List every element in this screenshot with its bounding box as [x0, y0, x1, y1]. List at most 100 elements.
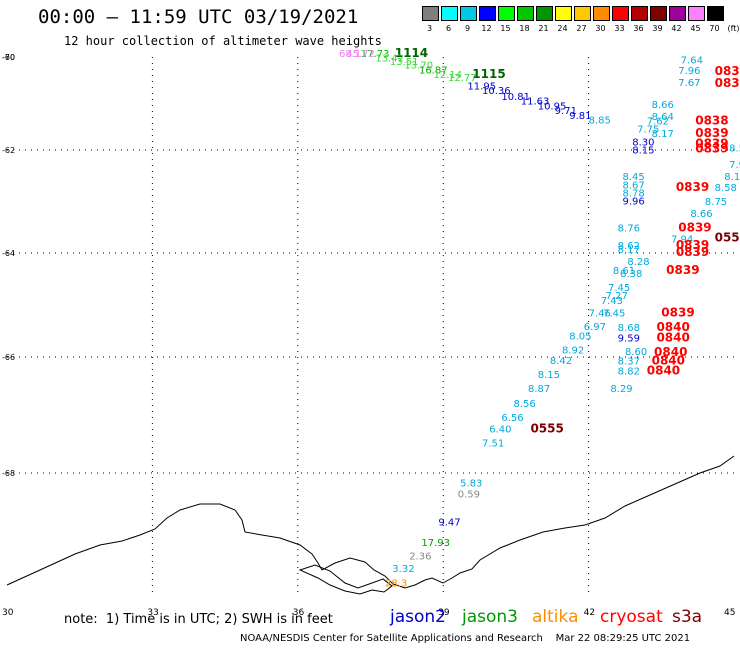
wave-height-label: 0840	[652, 354, 685, 368]
wave-height-label: 11.95	[467, 82, 496, 93]
wave-height-label: 1114	[395, 46, 428, 60]
scale-swatch	[650, 6, 667, 21]
wave-height-label: 8.87	[528, 384, 550, 395]
wave-height-label: 7.75	[637, 124, 659, 135]
lon-tick-label: 42	[584, 608, 595, 618]
wave-height-label: 7.96	[678, 66, 700, 77]
wave-height-label: 7.43	[601, 296, 623, 307]
wave-height-label: 0839	[676, 238, 709, 252]
wave-height-label: 0840	[647, 363, 680, 377]
wave-height-label: 0554	[715, 231, 740, 245]
wave-height-label: 8.58	[715, 183, 737, 194]
scale-label: 36	[633, 24, 644, 33]
wave-height-label: 6.40	[489, 424, 511, 435]
wave-height-label: 45.72	[346, 49, 375, 60]
lat-tick-label: -66	[2, 353, 15, 362]
satellite-legend-altika: altika	[532, 607, 579, 627]
lon-tick-label: 30	[2, 608, 14, 618]
wave-height-label: 13.70	[404, 61, 433, 72]
lat-tick-label: -64	[2, 249, 15, 258]
wave-height-label: 0839	[695, 137, 728, 151]
wave-height-label: 8.17	[652, 129, 674, 140]
wave-height-label: 0839	[695, 142, 728, 156]
wave-height-label: 8.30	[632, 137, 654, 148]
wave-height-label: 6.56	[501, 413, 523, 424]
lon-tick-label: 39	[438, 608, 450, 618]
scale-label: 6	[445, 24, 452, 33]
scale-swatch	[612, 6, 629, 21]
scale-swatch	[555, 6, 572, 21]
wave-height-label: 0840	[656, 330, 689, 344]
lon-tick-label: 33	[147, 608, 158, 618]
wave-height-label: 8.64	[652, 112, 674, 123]
lon-tick-label: 36	[293, 608, 305, 618]
wave-height-label: 8.29	[610, 384, 632, 395]
wave-height-label: 0555	[530, 421, 563, 435]
wave-height-label: 7.67	[678, 78, 700, 89]
lat-tick-label: -60	[2, 53, 15, 62]
wave-height-label: 8.15	[632, 146, 654, 157]
wave-height-label: 8.75	[705, 197, 727, 208]
wave-height-label: 11.63	[521, 96, 550, 107]
wave-height-label: 16.87	[419, 65, 448, 76]
lon-tick-label: 45	[724, 608, 735, 618]
wave-height-label: 0840	[656, 320, 689, 334]
wave-height-label: 8.85	[589, 115, 611, 126]
scale-label: 39	[652, 24, 663, 33]
wave-height-label: 0839	[695, 126, 728, 140]
wave-height-label: 8.28	[627, 257, 649, 268]
scale-label: 3	[426, 24, 433, 33]
graticule: 30 33 36 39 42 45 -60 -62 -64 -66 -68 -70	[2, 53, 735, 618]
wave-height-label: 3.32	[392, 564, 414, 575]
scale-swatch	[669, 6, 686, 21]
wave-height-label: 10.36	[482, 86, 511, 97]
wave-height-label: 9.71	[555, 106, 577, 117]
wave-height-label: 5.83	[460, 478, 482, 489]
scale-label: 42	[671, 24, 682, 33]
scale-swatch	[631, 6, 648, 21]
wave-height-label: 8.66	[652, 100, 674, 111]
lat-tick-label: -68	[2, 469, 15, 478]
wave-height-label: 1115	[472, 67, 505, 81]
wave-height-label: 0839	[678, 220, 711, 234]
wave-height-label: 13.42	[375, 54, 404, 65]
antarctic-coastline	[6, 455, 735, 589]
lat-tick-label: -62	[2, 146, 15, 155]
scale-label: 9	[464, 24, 471, 33]
wave-height-label: 8.67	[623, 181, 645, 192]
satellite-legend-s3a: s3a	[672, 607, 703, 627]
wave-height-label: 8.15	[538, 370, 560, 381]
scale-swatch	[441, 6, 458, 21]
wave-height-label: 8.37	[618, 357, 640, 368]
wave-height-label: 17.73	[361, 49, 390, 60]
footnote: note: 1) Time is in UTC; 2) SWH is in fe…	[64, 612, 333, 627]
wave-height-label: 8.56	[513, 399, 535, 410]
scale-swatch	[574, 6, 591, 21]
satellite-legend-jason3: jason3	[462, 607, 518, 627]
wave-height-label: 8.5	[729, 144, 740, 155]
scale-label: 27	[576, 24, 587, 33]
wave-height-label: 083	[715, 76, 740, 90]
wave-height-label: 8.68	[618, 323, 640, 334]
wave-height-label: 0839	[666, 263, 699, 277]
wave-height-label: 8.66	[690, 209, 712, 220]
scale-swatch	[688, 6, 705, 21]
map-subtitle: 12 hour collection of altimeter wave hei…	[64, 34, 382, 48]
wave-height-label: 9.59	[618, 333, 640, 344]
scale-label: (ft)	[727, 24, 740, 33]
wave-height-label: 8.17	[618, 245, 640, 256]
scale-label: 45	[690, 24, 701, 33]
scale-swatch	[498, 6, 515, 21]
wave-height-label: 9.96	[623, 197, 645, 208]
scale-label: 15	[500, 24, 511, 33]
wave-height-label: 8.92	[562, 345, 584, 356]
wave-height-label: 7.46	[589, 308, 611, 319]
wave-height-label: 7.45	[603, 308, 625, 319]
scale-swatch	[479, 6, 496, 21]
scale-swatch	[593, 6, 610, 21]
credit-line: NOAA/NESDIS Center for Satellite Applica…	[240, 633, 691, 644]
wave-height-label: 12.14	[434, 70, 463, 81]
wave-height-label: 083	[715, 64, 740, 78]
